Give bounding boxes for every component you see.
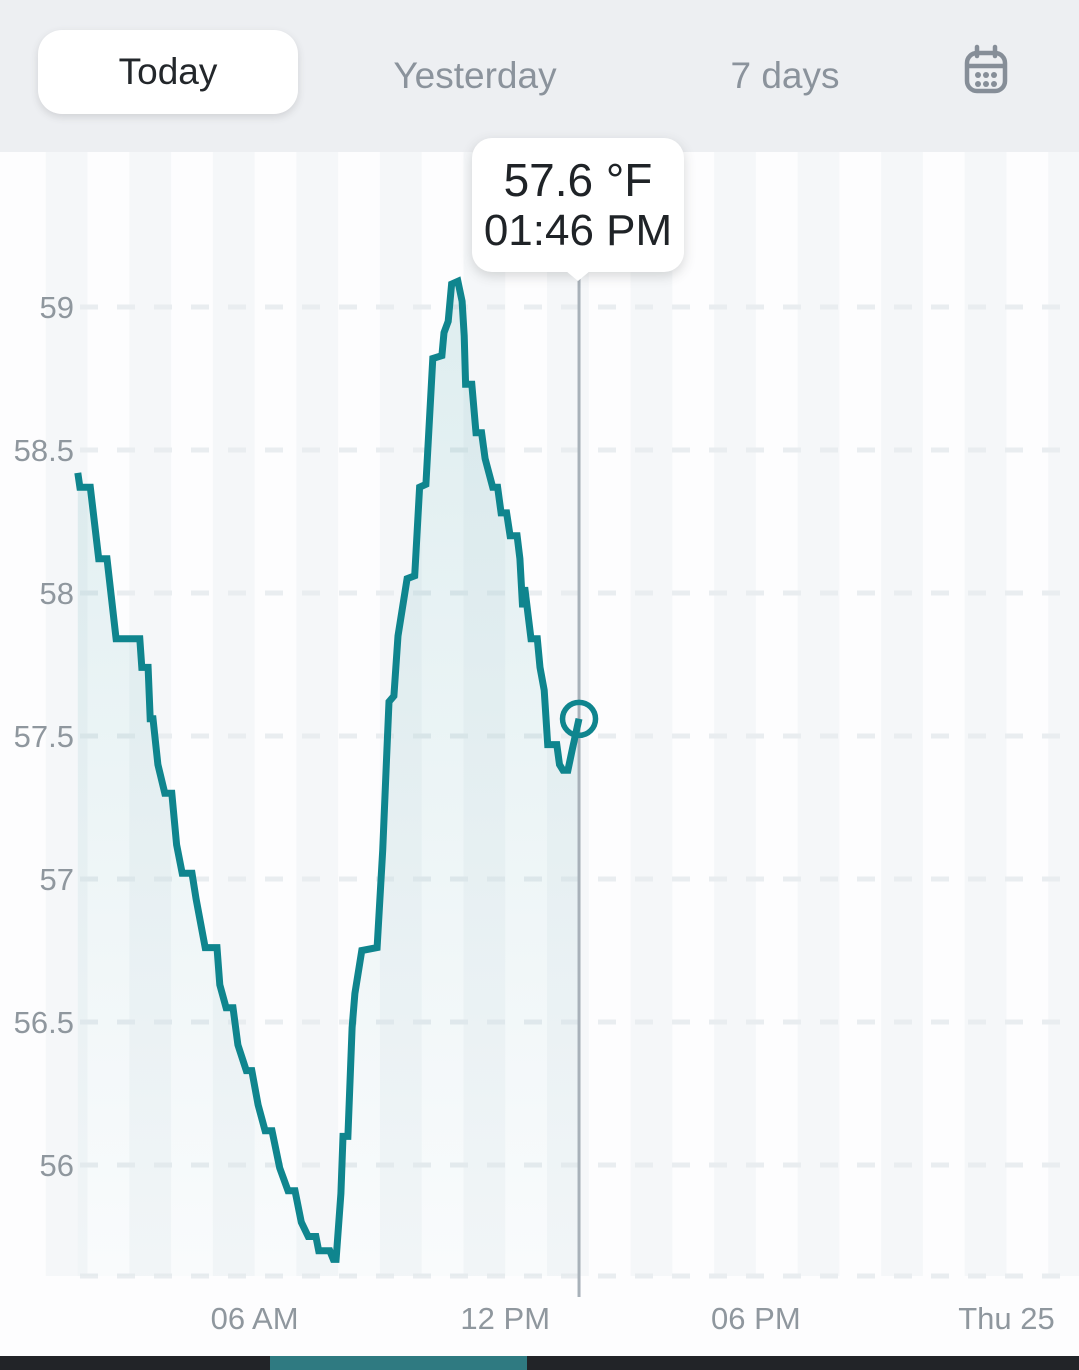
tab-yesterday-label: Yesterday [393, 55, 557, 96]
tooltip-time: 01:46 PM [483, 206, 673, 255]
x-axis-label: 06 AM [211, 1301, 299, 1336]
hour-stripe [964, 152, 1007, 1276]
y-axis-label: 56.5 [14, 1005, 74, 1040]
y-axis-label: 57.5 [14, 719, 74, 754]
hour-stripe [714, 152, 756, 1276]
tab-today-label: Today [118, 51, 218, 92]
x-axis-label: 12 PM [460, 1301, 550, 1336]
hour-stripe [1048, 152, 1079, 1276]
x-axis-label: 06 PM [711, 1301, 801, 1336]
selected-point-marker [559, 699, 599, 739]
tooltip-temperature: 57.6 °F [503, 154, 653, 206]
x-axis-label: Thu 25 [958, 1301, 1055, 1336]
range-tab-bar: Today Yesterday 7 days [0, 0, 1079, 152]
navigation-bar-accent [270, 1356, 527, 1370]
calendar-icon [964, 44, 1008, 94]
tab-7-days-label: 7 days [730, 55, 840, 96]
tab-7-days[interactable]: 7 days [665, 0, 905, 152]
y-axis-label: 58.5 [14, 433, 74, 468]
hour-stripe [296, 152, 339, 1276]
hour-stripe [630, 152, 673, 1276]
tab-today[interactable]: Today [38, 30, 298, 114]
y-axis-label: 57 [40, 862, 74, 897]
y-axis-label: 58 [40, 576, 74, 611]
y-axis-label: 59 [40, 290, 74, 325]
calendar-button[interactable] [960, 44, 1012, 100]
chart-tooltip: 57.6 °F 01:46 PM [472, 138, 684, 281]
y-axis-label: 56 [40, 1148, 74, 1183]
hour-stripe [797, 152, 840, 1276]
series-area [77, 281, 579, 1276]
hour-stripe [881, 152, 923, 1276]
series-line [74, 276, 583, 1263]
tab-yesterday[interactable]: Yesterday [345, 0, 605, 152]
system-navigation-bar [0, 1356, 1079, 1370]
